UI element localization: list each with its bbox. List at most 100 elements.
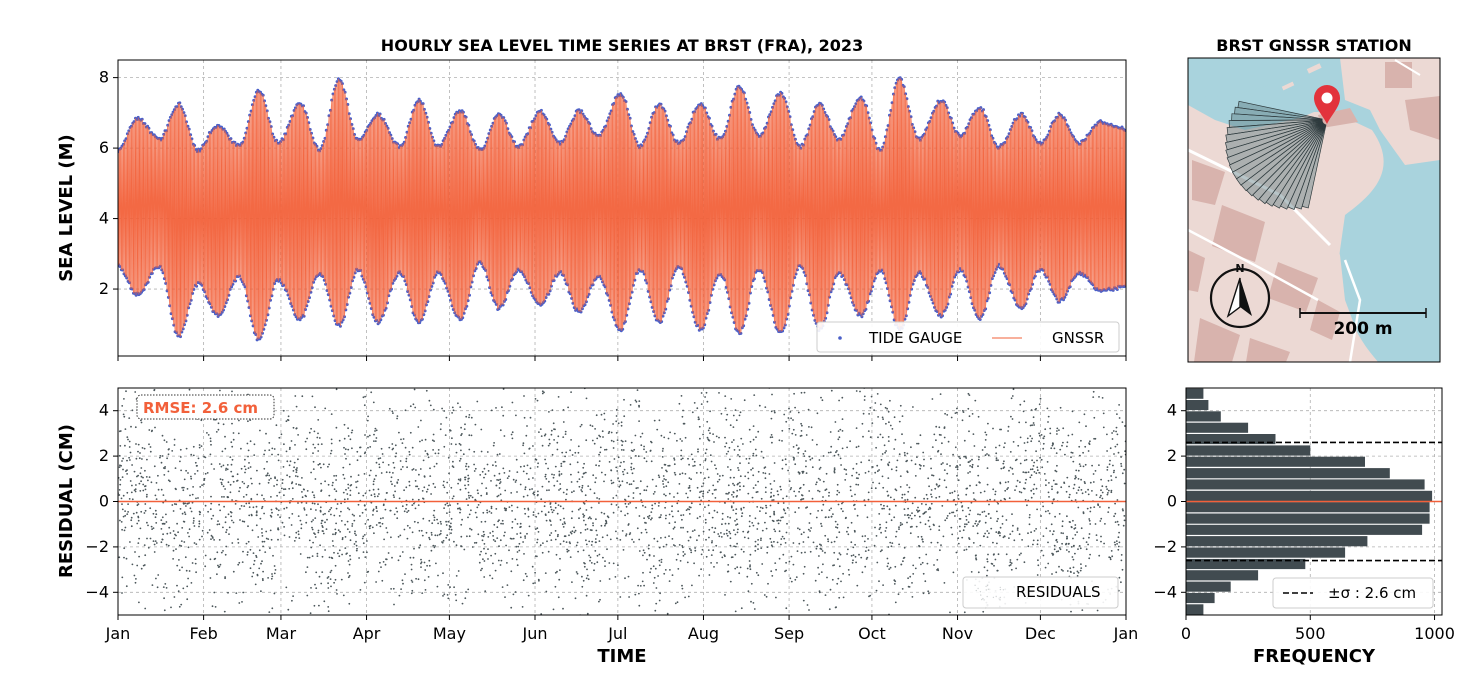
residual-point <box>635 400 638 403</box>
residual-point <box>492 562 494 565</box>
residual-point <box>1089 506 1092 509</box>
residual-point <box>761 563 764 565</box>
residual-point <box>134 391 137 393</box>
residual-point <box>570 481 573 483</box>
residual-point <box>506 562 508 564</box>
residual-point <box>405 457 408 460</box>
residual-point <box>473 450 476 453</box>
residual-point <box>803 565 806 568</box>
residual-point <box>987 553 989 556</box>
residual-point <box>667 386 669 388</box>
residual-point <box>910 446 912 449</box>
residual-point <box>291 513 294 515</box>
residual-point <box>961 505 964 507</box>
residual-point <box>1026 441 1029 444</box>
residual-point <box>1014 489 1016 491</box>
residual-point <box>1033 530 1036 532</box>
residual-point <box>690 551 693 554</box>
residual-point <box>698 534 700 537</box>
residual-point <box>295 536 297 539</box>
residual-point <box>195 543 198 545</box>
residual-point <box>203 477 206 480</box>
residual-point <box>1078 421 1081 424</box>
residual-point <box>1107 479 1110 482</box>
residual-point <box>677 634 679 636</box>
residual-point <box>990 527 993 530</box>
residual-point <box>1028 514 1031 516</box>
residual-point <box>407 630 409 632</box>
residual-point <box>198 446 201 449</box>
residual-point <box>879 526 882 529</box>
residual-point <box>562 409 565 411</box>
residual-point <box>401 442 404 444</box>
residual-point <box>658 502 660 504</box>
residual-point <box>581 476 584 478</box>
residual-point <box>329 452 332 455</box>
residual-point <box>1051 533 1054 536</box>
residual-point <box>226 464 229 466</box>
residual-point <box>426 488 429 491</box>
residual-point <box>279 516 281 519</box>
residual-point <box>1088 533 1091 535</box>
residual-point <box>333 488 336 491</box>
residual-point <box>1051 488 1053 491</box>
residual-point <box>295 363 297 365</box>
residual-point <box>245 542 248 545</box>
residual-point <box>1053 548 1056 551</box>
residual-point <box>977 683 979 685</box>
residual-point <box>959 464 961 466</box>
residual-point <box>933 364 935 366</box>
residual-point <box>232 480 235 483</box>
residual-point <box>419 468 422 470</box>
residual-point <box>160 519 163 521</box>
residual-point <box>276 479 279 482</box>
residual-point <box>756 506 759 508</box>
residual-point <box>496 453 499 456</box>
residual-point <box>630 457 632 459</box>
residual-point <box>867 498 870 501</box>
residual-point <box>547 467 549 470</box>
residual-point <box>693 464 696 467</box>
residual-point <box>894 601 897 604</box>
residual-point <box>443 410 446 412</box>
residual-point <box>228 526 231 529</box>
residual-point <box>687 508 689 510</box>
residual-point <box>677 568 680 570</box>
residual-point <box>321 555 324 558</box>
residual-point <box>914 514 916 517</box>
residual-point <box>128 417 131 419</box>
residual-point <box>271 511 273 514</box>
residual-point <box>192 454 195 457</box>
residual-point <box>1078 486 1081 489</box>
residual-point <box>687 595 690 598</box>
residual-point <box>146 458 148 461</box>
residual-point <box>559 505 562 508</box>
residual-point <box>522 442 525 445</box>
residual-point <box>520 525 522 528</box>
residual-point <box>346 660 348 662</box>
residual-point <box>1117 523 1120 526</box>
residual-point <box>149 446 152 448</box>
residual-point <box>730 375 732 377</box>
residual-point <box>126 491 129 494</box>
residual-point <box>772 499 775 501</box>
residual-point <box>594 633 596 635</box>
residual-point <box>342 466 345 469</box>
residual-point <box>261 578 264 580</box>
residual-point <box>800 551 803 554</box>
residual-point <box>999 526 1002 529</box>
residual-point <box>852 546 855 549</box>
residual-point <box>903 493 906 496</box>
residual-point <box>1020 552 1022 555</box>
residual-point <box>721 556 724 559</box>
residual-point <box>792 542 795 544</box>
residual-point <box>504 531 506 534</box>
residual-point <box>310 587 312 589</box>
residual-point <box>497 479 500 481</box>
residual-point <box>711 526 714 529</box>
residual-point <box>642 554 644 557</box>
residual-point <box>261 646 263 648</box>
residual-point <box>144 488 147 491</box>
residual-point <box>782 553 785 556</box>
residual-point <box>443 593 446 596</box>
